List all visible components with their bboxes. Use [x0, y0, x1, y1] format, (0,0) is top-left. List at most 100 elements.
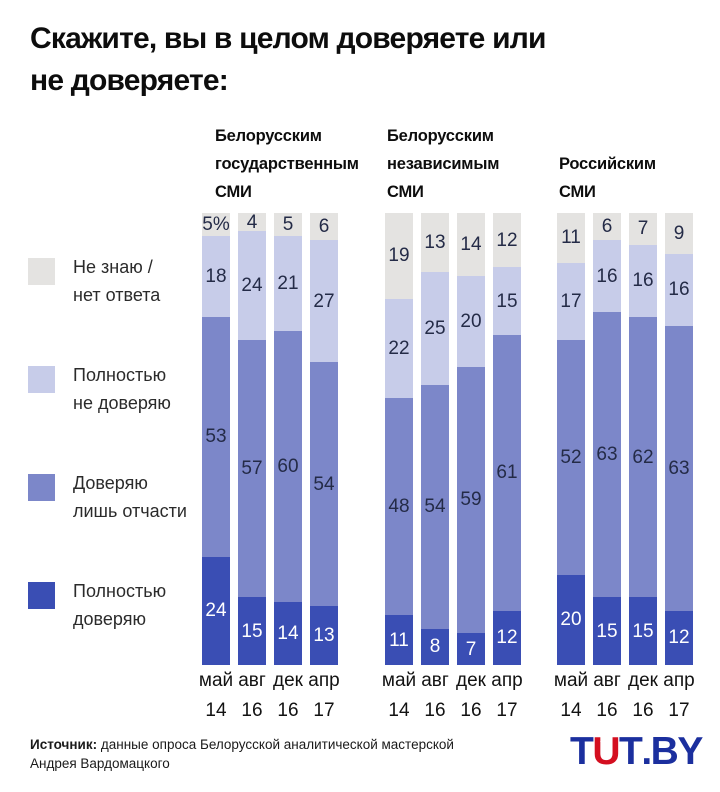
- stacked-bar: 14 20 59 7: [457, 213, 485, 665]
- source-label: Источник:: [30, 737, 98, 752]
- logo-letter: T: [619, 730, 643, 773]
- bar-segment-partly_trust: 52: [557, 339, 585, 575]
- bar-axis-label: май 14: [553, 670, 589, 721]
- bar-axis-label: май 14: [198, 670, 234, 721]
- bar-value-label: 57: [241, 457, 263, 479]
- bar-value-label: 18: [205, 265, 227, 287]
- bar-segment-dont_know: 13: [421, 213, 449, 272]
- bar-value-label: 27: [313, 290, 335, 312]
- bar-value-label: 15: [241, 620, 263, 642]
- bar-value-label: 20: [560, 609, 582, 631]
- logo-letter: B: [650, 730, 679, 773]
- source-text: данные опроса Белорусской аналитической …: [100, 737, 454, 752]
- bar-segment-partly_trust: 63: [593, 312, 621, 598]
- bar-value-label: 20: [460, 310, 482, 332]
- bar-segment-dont_know: 9: [665, 213, 693, 254]
- logo-letter: Y: [677, 730, 703, 773]
- bar-segment-fully_distrust: 22: [385, 298, 413, 399]
- bar-value-label: 17: [560, 290, 582, 312]
- bar-axis-label: дек 16: [456, 670, 486, 721]
- bar-segment-partly_trust: 61: [493, 335, 521, 611]
- legend-label: Доверяю лишь отчасти: [73, 473, 187, 521]
- bar-segment-fully_distrust: 20: [457, 276, 485, 367]
- bar-segment-dont_know: 12: [493, 213, 521, 268]
- legend-item-partly_trust: Доверяю лишь отчасти: [28, 473, 187, 525]
- stacked-bar: 19 22 48 11: [385, 213, 413, 665]
- bar-segment-fully_distrust: 16: [665, 253, 693, 326]
- bar-axis-label: апр 17: [491, 670, 523, 721]
- bar-value-label: 21: [277, 272, 299, 294]
- bar-value-label: 13: [424, 231, 446, 253]
- bar-segment-fully_trust: 8: [421, 628, 449, 665]
- legend-item-fully_distrust: Полностью не доверяю: [28, 365, 171, 417]
- bar-segment-fully_trust: 12: [493, 610, 521, 665]
- bar-segment-fully_distrust: 15: [493, 267, 521, 336]
- bar-segment-dont_know: 6: [593, 213, 621, 241]
- bar-value-label: 6: [318, 216, 330, 238]
- bar-segment-fully_distrust: 25: [421, 271, 449, 385]
- bar-value-label: 54: [313, 473, 335, 495]
- bar-segment-fully_trust: 15: [238, 597, 266, 665]
- bar-value-label: 53: [205, 426, 227, 448]
- bar-value-label: 12: [496, 627, 518, 649]
- bar-segment-partly_trust: 60: [274, 330, 302, 602]
- bar-segment-dont_know: 7: [629, 213, 657, 245]
- bar-segment-fully_trust: 24: [202, 556, 230, 665]
- bar-segment-dont_know: 4: [238, 213, 266, 232]
- bar-value-label: 15: [496, 290, 518, 312]
- bar-segment-partly_trust: 62: [629, 316, 657, 598]
- bar-segment-fully_trust: 12: [665, 610, 693, 665]
- bar-value-label: 48: [388, 496, 410, 518]
- bar-value-label: 6: [601, 216, 613, 238]
- bar-value-label: 16: [668, 279, 690, 301]
- stacked-bar: 11 17 52 20: [557, 213, 585, 665]
- group-title: Белорусским независимым СМИ: [387, 127, 500, 201]
- source-line-2: Андрея Вардомацкого: [30, 756, 170, 771]
- tutby-logo: TU T.BY: [570, 730, 703, 774]
- legend-label: Не знаю / нет ответа: [73, 257, 161, 305]
- bar-value-label: 11: [561, 227, 581, 249]
- bar-value-label: 5%: [202, 213, 230, 235]
- bar-axis-label: апр 17: [308, 670, 340, 721]
- logo-letter: T: [570, 730, 594, 773]
- bar-segment-dont_know: 11: [557, 213, 585, 263]
- bar-axis-label: авг 16: [421, 670, 449, 721]
- stacked-bar: 6 27 54 13: [310, 213, 338, 665]
- bar-value-label: 7: [465, 638, 477, 660]
- bar-segment-partly_trust: 63: [665, 325, 693, 611]
- bar-value-label: 11: [389, 629, 409, 651]
- bar-segment-fully_trust: 20: [557, 574, 585, 665]
- bar-segment-dont_know: 6: [310, 213, 338, 241]
- bar-value-label: 14: [277, 622, 299, 644]
- source-line-1: Источник: данные опроса Белорусской анал…: [30, 735, 454, 754]
- bar-axis-label: дек 16: [273, 670, 303, 721]
- bar-value-label: 13: [313, 625, 335, 647]
- bar-value-label: 16: [596, 265, 618, 287]
- bar-value-label: 5: [282, 213, 294, 235]
- bar-segment-fully_distrust: 18: [202, 235, 230, 317]
- source-note: Источник: данные опроса Белорусской анал…: [30, 735, 454, 773]
- bar-segment-partly_trust: 54: [421, 384, 449, 629]
- bar-segment-partly_trust: 57: [238, 339, 266, 598]
- bar-value-label: 62: [632, 446, 654, 468]
- group-title: Российским СМИ: [559, 155, 656, 201]
- stacked-bar: 9 16 63 12: [665, 213, 693, 665]
- page-title: Скажите, вы в целом доверяете или не дов…: [30, 22, 546, 97]
- stacked-bar: 5% 18 53 24: [202, 213, 230, 665]
- bar-segment-fully_trust: 14: [274, 601, 302, 665]
- bar-axis-label: авг 16: [593, 670, 621, 721]
- bar-segment-fully_distrust: 17: [557, 262, 585, 340]
- bar-axis-label: авг 16: [238, 670, 266, 721]
- bar-value-label: 54: [424, 496, 446, 518]
- bar-value-label: 59: [460, 489, 482, 511]
- bar-segment-fully_distrust: 27: [310, 240, 338, 363]
- logo-letter: .: [641, 730, 652, 773]
- bar-segment-dont_know: 5%: [202, 213, 230, 236]
- bar-value-label: 60: [277, 455, 299, 477]
- bar-axis-label: май 14: [381, 670, 417, 721]
- bar-value-label: 63: [596, 444, 618, 466]
- bar-axis-label: апр 17: [663, 670, 695, 721]
- bar-value-label: 8: [429, 636, 441, 658]
- bar-segment-fully_distrust: 16: [593, 240, 621, 313]
